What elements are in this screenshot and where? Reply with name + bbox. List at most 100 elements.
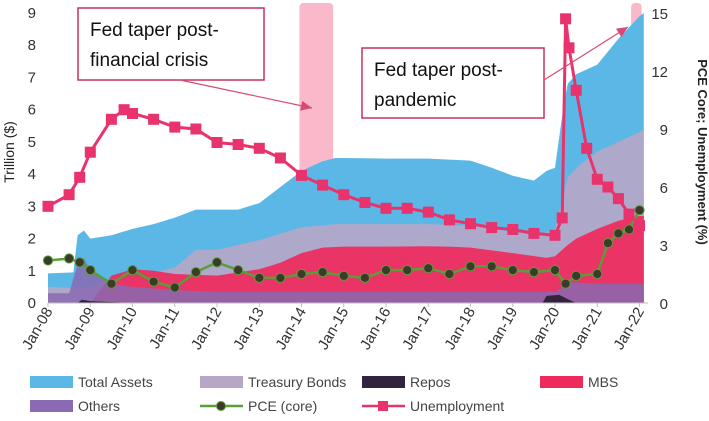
unemployment-point [591, 173, 603, 185]
unemployment-point [274, 152, 286, 164]
x-tick-label: Jan-09 [61, 305, 99, 353]
unemployment-point [296, 169, 307, 181]
unemployment-point [359, 197, 371, 208]
unemployment-point [602, 181, 614, 193]
pce-point [380, 265, 392, 276]
x-tick-label: Jan-17 [399, 305, 437, 353]
legend-item: Repos [362, 374, 450, 390]
pce-point [169, 282, 180, 293]
x-tick-label: Jan-21 [568, 305, 606, 353]
y-tick-label: 1 [28, 263, 36, 280]
y2-tick-label: 9 [660, 122, 668, 139]
legend-label: Treasury Bonds [248, 374, 346, 390]
y-tick-label: 7 [28, 69, 36, 86]
unemployment-point [465, 218, 476, 230]
legend-item: Others [30, 398, 120, 414]
y-tick-label: 2 [28, 231, 36, 248]
unemployment-point [581, 142, 593, 154]
y2-tick-label: 6 [660, 180, 668, 197]
pce-point [254, 272, 265, 283]
y-tick-label: 5 [28, 134, 36, 151]
annotation-arrow [179, 79, 313, 109]
unemployment-point [422, 206, 434, 218]
pce-point [296, 268, 307, 280]
pce-point [560, 278, 571, 289]
unemployment-point [232, 139, 244, 150]
pce-point [338, 270, 349, 281]
y-tick-label: 3 [28, 198, 36, 215]
unemployment-point [338, 189, 350, 201]
annotation-arrow [543, 26, 629, 81]
y-axis-title: Trillion ($) [1, 121, 17, 183]
pce-point [613, 228, 624, 239]
legend-item: Unemployment [362, 398, 504, 414]
y2-axis-title: PCE Core; Unemployment (%) [695, 59, 709, 245]
unemployment-point [118, 104, 130, 116]
pce-point [317, 267, 328, 278]
pce-point [74, 257, 85, 268]
pce-point [211, 257, 223, 268]
annotation-text: Fed taper post- [374, 60, 503, 81]
x-tick-label: Jan-18 [441, 305, 479, 353]
y2-tick-label: 3 [660, 238, 668, 255]
area-others [48, 257, 644, 303]
y2-tick-label: 15 [651, 6, 668, 23]
pce-point [106, 278, 117, 289]
unemployment-point [549, 229, 561, 241]
legend: Total Assets Treasury Bonds Repos MBS Others… [30, 374, 618, 414]
y-tick-label: 0 [28, 295, 36, 312]
legend-swatch [30, 376, 73, 388]
pce-point [42, 255, 54, 266]
x-tick-label: Jan-12 [188, 305, 226, 353]
area-mbs [48, 216, 644, 303]
x-tick-label: Jan-20 [526, 305, 564, 353]
pce-point [127, 265, 138, 276]
unemployment-point [486, 222, 498, 234]
unemployment-point [623, 208, 635, 220]
pce-point [359, 272, 370, 283]
unemployment-point [570, 84, 582, 96]
unemployment-point [105, 113, 117, 125]
y-tick-label: 4 [28, 166, 36, 183]
annotations: Fed taper post-financial crisis Fed taper… [77, 7, 629, 119]
x-tick-label: Jan-08 [19, 305, 57, 353]
legend-label: Total Assets [78, 374, 153, 390]
annotation-box [77, 7, 265, 81]
pce-point [190, 267, 201, 278]
pce-point [486, 261, 497, 272]
pce-point [148, 276, 159, 287]
legend-label: PCE (core) [248, 398, 317, 414]
legend-swatch [200, 376, 243, 388]
pce-point [233, 265, 244, 276]
legend-label: Others [78, 398, 120, 414]
x-tick-label: Jan-19 [484, 305, 522, 353]
pce-point [64, 253, 75, 264]
legend-label: MBS [588, 374, 618, 390]
unemployment-point [84, 146, 96, 158]
unemployment-point [253, 142, 265, 154]
unemployment-point [169, 121, 181, 133]
y2-tick-label: 12 [651, 64, 668, 81]
unemployment-point [148, 113, 160, 125]
legend-swatch-marker [216, 401, 226, 411]
x-tick-label: Jan-22 [610, 305, 648, 353]
unemployment-point [563, 42, 575, 54]
unemployment-point [507, 224, 519, 235]
y-tick-label: 8 [28, 37, 36, 54]
legend-swatch [362, 376, 405, 388]
unemployment-point [63, 189, 75, 201]
pce-point [634, 205, 645, 216]
y-tick-label: 6 [28, 102, 36, 119]
unemployment-point [380, 202, 392, 214]
unemployment-point [560, 13, 572, 25]
unemployment-point [190, 123, 202, 135]
legend-swatch [540, 376, 583, 388]
pce-point [592, 268, 603, 280]
pce-point [465, 261, 476, 272]
legend-swatch [30, 400, 73, 412]
pce-point [423, 263, 434, 274]
unemployment-point [443, 214, 455, 226]
area-repos [48, 294, 644, 303]
x-tick-label: Jan-15 [315, 305, 353, 353]
